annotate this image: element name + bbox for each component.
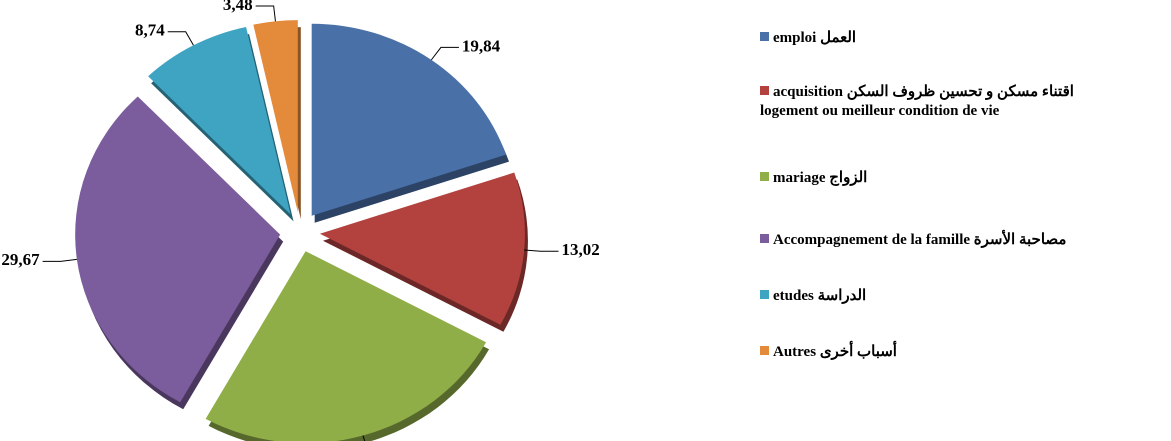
data-label: 19,84 — [462, 36, 501, 55]
slice — [253, 20, 298, 213]
legend-swatch — [760, 86, 769, 95]
leader-line — [255, 5, 276, 22]
legend-label: etudes الدراسة — [773, 288, 867, 304]
data-label: 3,48 — [223, 0, 253, 14]
legend-label: acquisition اقتناء مسكن و تحسين ظروف الس… — [760, 84, 1074, 119]
data-label: 13,02 — [562, 240, 600, 259]
legend-item: Accompagnement de la famille مصاحبة الأس… — [760, 231, 1066, 250]
leader-line — [362, 435, 366, 441]
legend-label: Accompagnement de la famille مصاحبة الأس… — [773, 232, 1067, 248]
legend-item: acquisition اقتناء مسكن و تحسين ظروف الس… — [760, 83, 1074, 121]
leader-line — [430, 46, 459, 61]
pie-area: 19,84 13,02 25,24 29,67 8,74 3,48 — [1, 0, 600, 441]
slice — [205, 251, 487, 441]
legend-swatch — [760, 172, 769, 181]
legend-swatch — [760, 234, 769, 243]
legend-label: emploi العمل — [773, 30, 857, 46]
slice — [319, 172, 525, 325]
leader-line — [42, 258, 77, 262]
legend-item: Autres أسباب أخرى — [760, 343, 897, 362]
legend-item: etudes الدراسة — [760, 287, 866, 306]
legend-item: mariage الزواج — [760, 169, 867, 188]
leader-line — [524, 249, 559, 252]
slice — [75, 96, 281, 403]
data-label: 29,67 — [1, 250, 40, 269]
legend-label: Autres أسباب أخرى — [773, 344, 897, 360]
legend-label: mariage الزواج — [773, 170, 868, 186]
legend-swatch — [760, 290, 769, 299]
legend-swatch — [760, 32, 769, 41]
legend-swatch — [760, 346, 769, 355]
legend-item: emploi العمل — [760, 29, 856, 48]
leader-line — [167, 31, 194, 46]
data-label: 8,74 — [135, 21, 165, 40]
slice — [311, 23, 507, 216]
slice — [148, 26, 291, 215]
data-label: 25,24 — [389, 439, 428, 441]
